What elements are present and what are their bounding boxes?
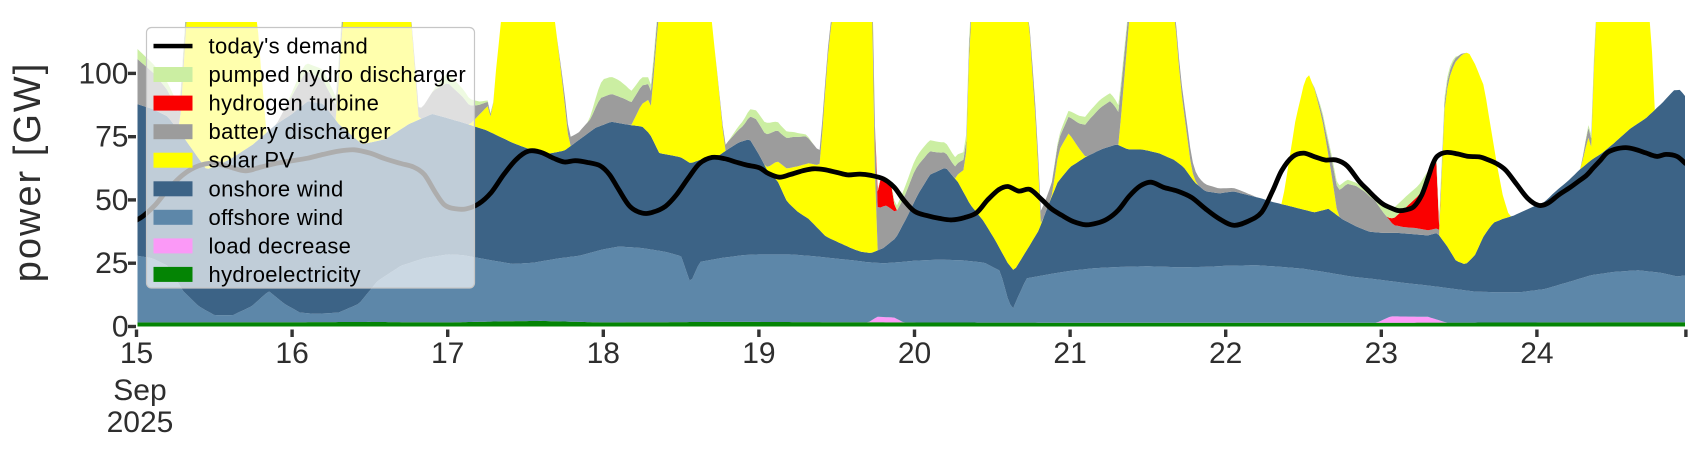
svg-text:75: 75	[95, 121, 128, 154]
svg-text:today's demand: today's demand	[209, 34, 369, 59]
svg-text:power [GW]: power [GW]	[7, 62, 49, 283]
svg-text:16: 16	[275, 337, 308, 370]
svg-text:solar PV: solar PV	[209, 148, 295, 173]
svg-text:24: 24	[1520, 337, 1553, 370]
svg-text:50: 50	[95, 184, 128, 217]
svg-text:15: 15	[120, 337, 153, 370]
svg-text:battery discharger: battery discharger	[209, 119, 391, 144]
svg-text:offshore wind: offshore wind	[209, 205, 344, 230]
svg-text:25: 25	[95, 247, 128, 280]
svg-text:17: 17	[431, 337, 464, 370]
svg-text:21: 21	[1053, 337, 1086, 370]
svg-text:2025: 2025	[107, 406, 174, 439]
svg-text:20: 20	[898, 337, 931, 370]
svg-text:load decrease: load decrease	[209, 233, 352, 258]
svg-text:pumped hydro discharger: pumped hydro discharger	[209, 62, 467, 87]
svg-text:onshore wind: onshore wind	[209, 176, 344, 201]
svg-text:100: 100	[78, 57, 128, 90]
svg-text:hydroelectricity: hydroelectricity	[209, 262, 361, 287]
svg-text:0: 0	[112, 311, 129, 344]
svg-text:hydrogen turbine: hydrogen turbine	[209, 91, 380, 116]
svg-text:18: 18	[587, 337, 620, 370]
svg-text:Sep: Sep	[113, 374, 166, 407]
svg-text:23: 23	[1365, 337, 1398, 370]
svg-text:19: 19	[742, 337, 775, 370]
svg-text:22: 22	[1209, 337, 1242, 370]
